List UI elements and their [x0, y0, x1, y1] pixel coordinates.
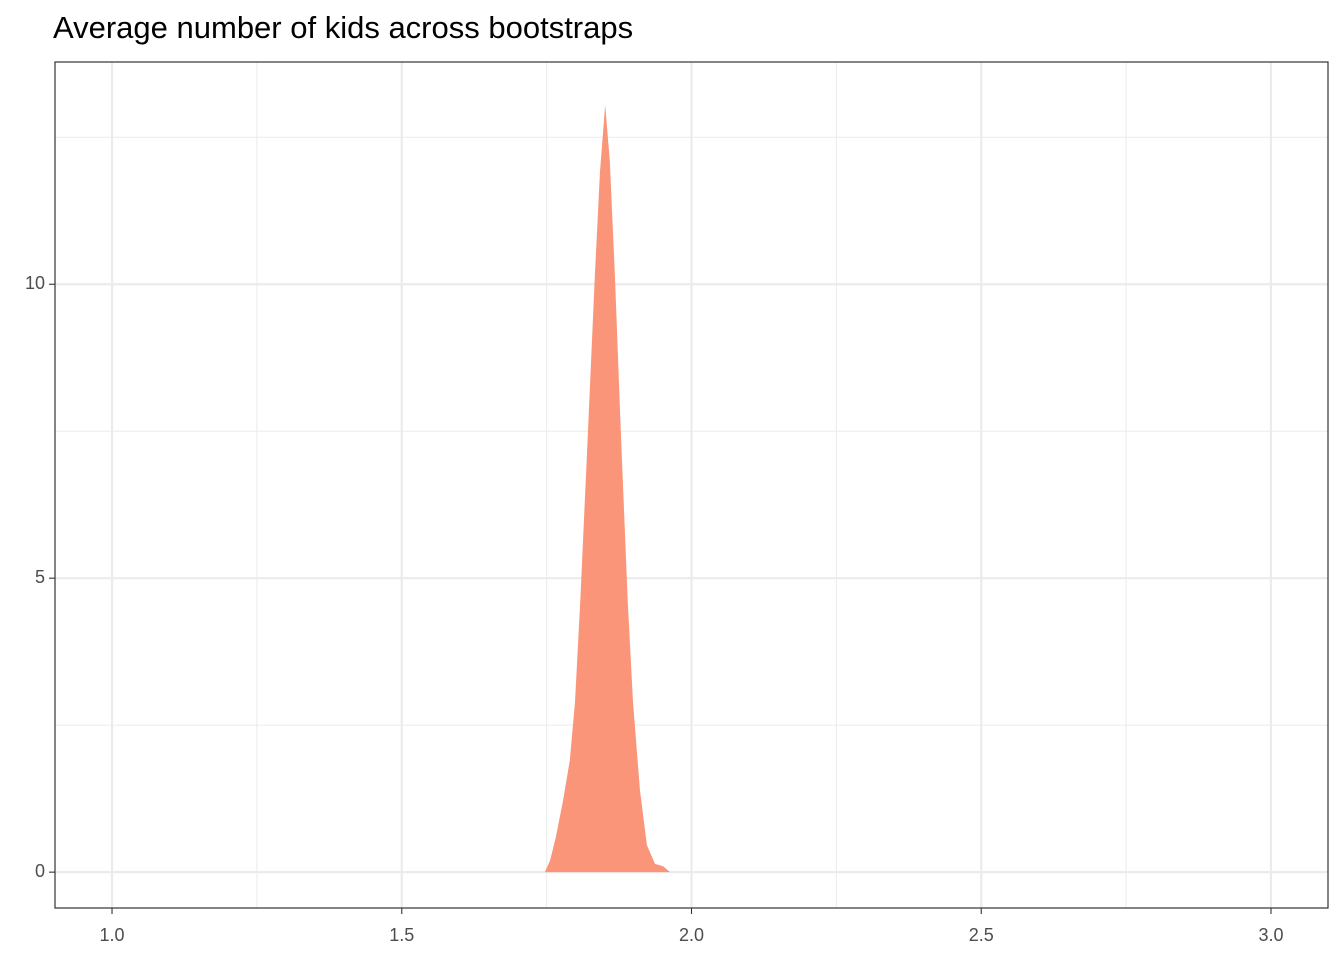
panel-border — [54, 61, 1329, 909]
y-tick-label: 10 — [25, 273, 45, 293]
chart-title: Average number of kids across bootstraps — [53, 10, 633, 45]
x-tick-label: 1.5 — [389, 925, 414, 945]
x-tick-label: 2.0 — [679, 925, 704, 945]
density-area — [544, 104, 671, 873]
x-tick-label: 3.0 — [1258, 925, 1283, 945]
x-tick-label: 1.0 — [100, 925, 125, 945]
y-tick-label: 0 — [35, 861, 45, 881]
y-tick-label: 5 — [35, 567, 45, 587]
x-tick-label: 2.5 — [969, 925, 994, 945]
